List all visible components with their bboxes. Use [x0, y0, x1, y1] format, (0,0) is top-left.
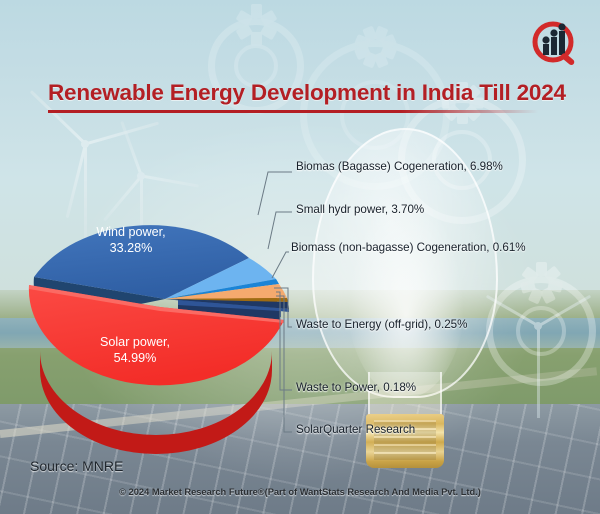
pie-slice-wind-power[interactable] [34, 225, 249, 299]
pie-depth-solar [40, 351, 272, 454]
pie-slice-waste-to-energy[interactable] [165, 298, 288, 302]
callout-biomass-non-bagasse: Biomass (non-bagasse) Cogeneration, 0.61… [291, 241, 526, 254]
pie-slice-divider-a [165, 279, 279, 299]
wind-turbine-icon [102, 120, 199, 280]
pie-slice-solar-highlight-left [29, 285, 160, 311]
callout-biomass-bagasse: Biomas (Bagasse) Cogeneration, 6.98% [296, 160, 503, 173]
pie-value-wind-power: 33.28% [110, 241, 153, 255]
page-title: Renewable Energy Development in India Ti… [48, 80, 566, 105]
pie-slice-solar-power-group[interactable] [28, 285, 285, 386]
callout-small-hydro: Small hydr power, 3.70% [296, 203, 425, 216]
wind-turbine-icon [29, 90, 159, 268]
pie-slice-waste-to-power[interactable] [165, 299, 290, 312]
pie-slice-solar-power[interactable] [28, 285, 285, 386]
source-label: Source: MNRE [30, 458, 124, 474]
callout-waste-to-energy: Waste to Energy (off-grid), 0.25% [296, 318, 468, 331]
pie-value-solar-power: 54.99% [114, 351, 157, 365]
pie-slice-solar-highlight-right [160, 307, 284, 323]
pie-slice-biomass-bagasse[interactable] [165, 258, 276, 299]
pie-label-wind-power: Wind power, [96, 225, 165, 239]
callout-waste-to-power: Waste to Power, 0.18% [296, 381, 417, 394]
market-research-future-logo [526, 18, 584, 70]
pie-slice-small-hydro[interactable] [165, 284, 287, 299]
light-bulb-illustration [300, 128, 510, 468]
callout-solarquarter-research: SolarQuarter Research [296, 423, 416, 436]
title-underline [48, 110, 538, 113]
pie-label-solar-power: Solar power, [100, 335, 170, 349]
copyright-notice: © 2024 Market Research Future®(Part of W… [119, 487, 481, 497]
pie-chart: Wind power, 33.28% Solar power, 54.99% [28, 165, 298, 454]
